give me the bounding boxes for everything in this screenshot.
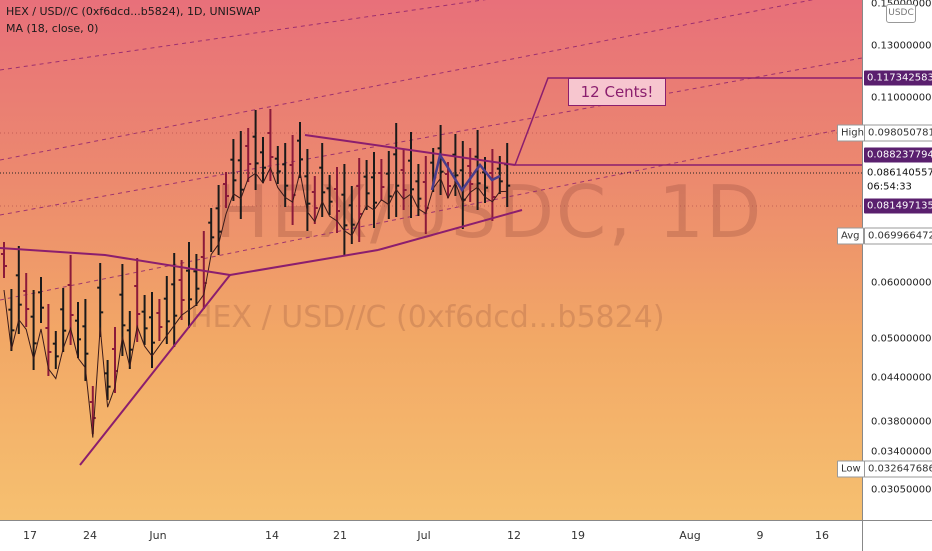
price-plot[interactable] [0,0,862,520]
price-tag-value: 0.0699664720 [864,227,932,245]
time-tick-label: 16 [815,529,829,542]
price-tick-label: 0.0380000000 [871,416,932,428]
chart-area[interactable]: HEX/USDC, 1D HEX / USD//C (0xf6dcd...b58… [0,0,862,520]
time-tick-label: Aug [679,529,701,542]
channel-line [0,0,487,71]
watermark-symbol: HEX/USDC, 1D [215,170,764,254]
price-scale[interactable]: 0.15000000000.13000000000.11000000000.06… [837,0,932,520]
time-tick-label: Jul [417,529,431,542]
time-tick-label: 24 [83,529,97,542]
symbol-legend[interactable]: HEX / USD//C (0xf6dcd...b5824), 1D, UNIS… [6,5,261,18]
time-tick-label: 12 [507,529,521,542]
price-tick-label: 0.0305000000 [871,484,932,496]
price-tag-label: Avg [837,227,864,245]
currency-button[interactable]: USDC [886,4,916,23]
price-tick-label: 0.0340000000 [871,446,932,458]
indicator-legend[interactable]: MA (18, close, 0) [6,22,99,35]
support-line-1 [229,249,379,276]
price-tick-label: 0.0500000000 [871,333,932,345]
price-tag-value: 0.0814971354 [864,198,932,214]
time-scale[interactable]: 17 24 Jun 14 21 Jul 12 19 Aug 9 16 [0,520,862,551]
target-callout[interactable]: 12 Cents! [568,78,666,106]
price-tag-label: Low [837,460,865,478]
price-tag-label: High [837,124,868,142]
channel-line [0,0,814,161]
price-tick-label: 0.1300000000 [871,40,932,52]
price-tag-value: 0.0326476861 [864,460,932,478]
target-projection [514,77,862,166]
time-tick-label: 9 [756,529,764,542]
scale-corner [862,520,932,551]
resistance-trend [304,134,516,166]
channel-line [0,57,862,216]
support-line-2 [377,209,523,251]
price-tag-value: 0.0882377945 [864,147,932,163]
time-tick-label: Jun [149,529,167,542]
channel-line [0,124,862,301]
watermark-fullname: HEX / USD//C (0xf6dcd...b5824) [190,300,665,335]
pattern-path [430,151,501,193]
time-tick-label: 19 [571,529,585,542]
price-tick-label: 0.0440000000 [871,372,932,384]
wedge-left [0,247,232,466]
price-tag-value: 0.1173425837 [864,70,932,86]
price-tag-value: 06:54:33 [864,179,915,195]
time-tick-label: 17 [23,529,37,542]
time-tick-label: 14 [265,529,279,542]
time-tick-label: 21 [333,529,347,542]
price-tick-label: 0.1100000000 [871,92,932,104]
price-tick-label: 0.0600000000 [871,277,932,289]
price-tag-value: 0.0980507817 [864,124,932,142]
ma-line [3,166,508,438]
price-tag-value: 0.0861405571 [864,165,932,181]
